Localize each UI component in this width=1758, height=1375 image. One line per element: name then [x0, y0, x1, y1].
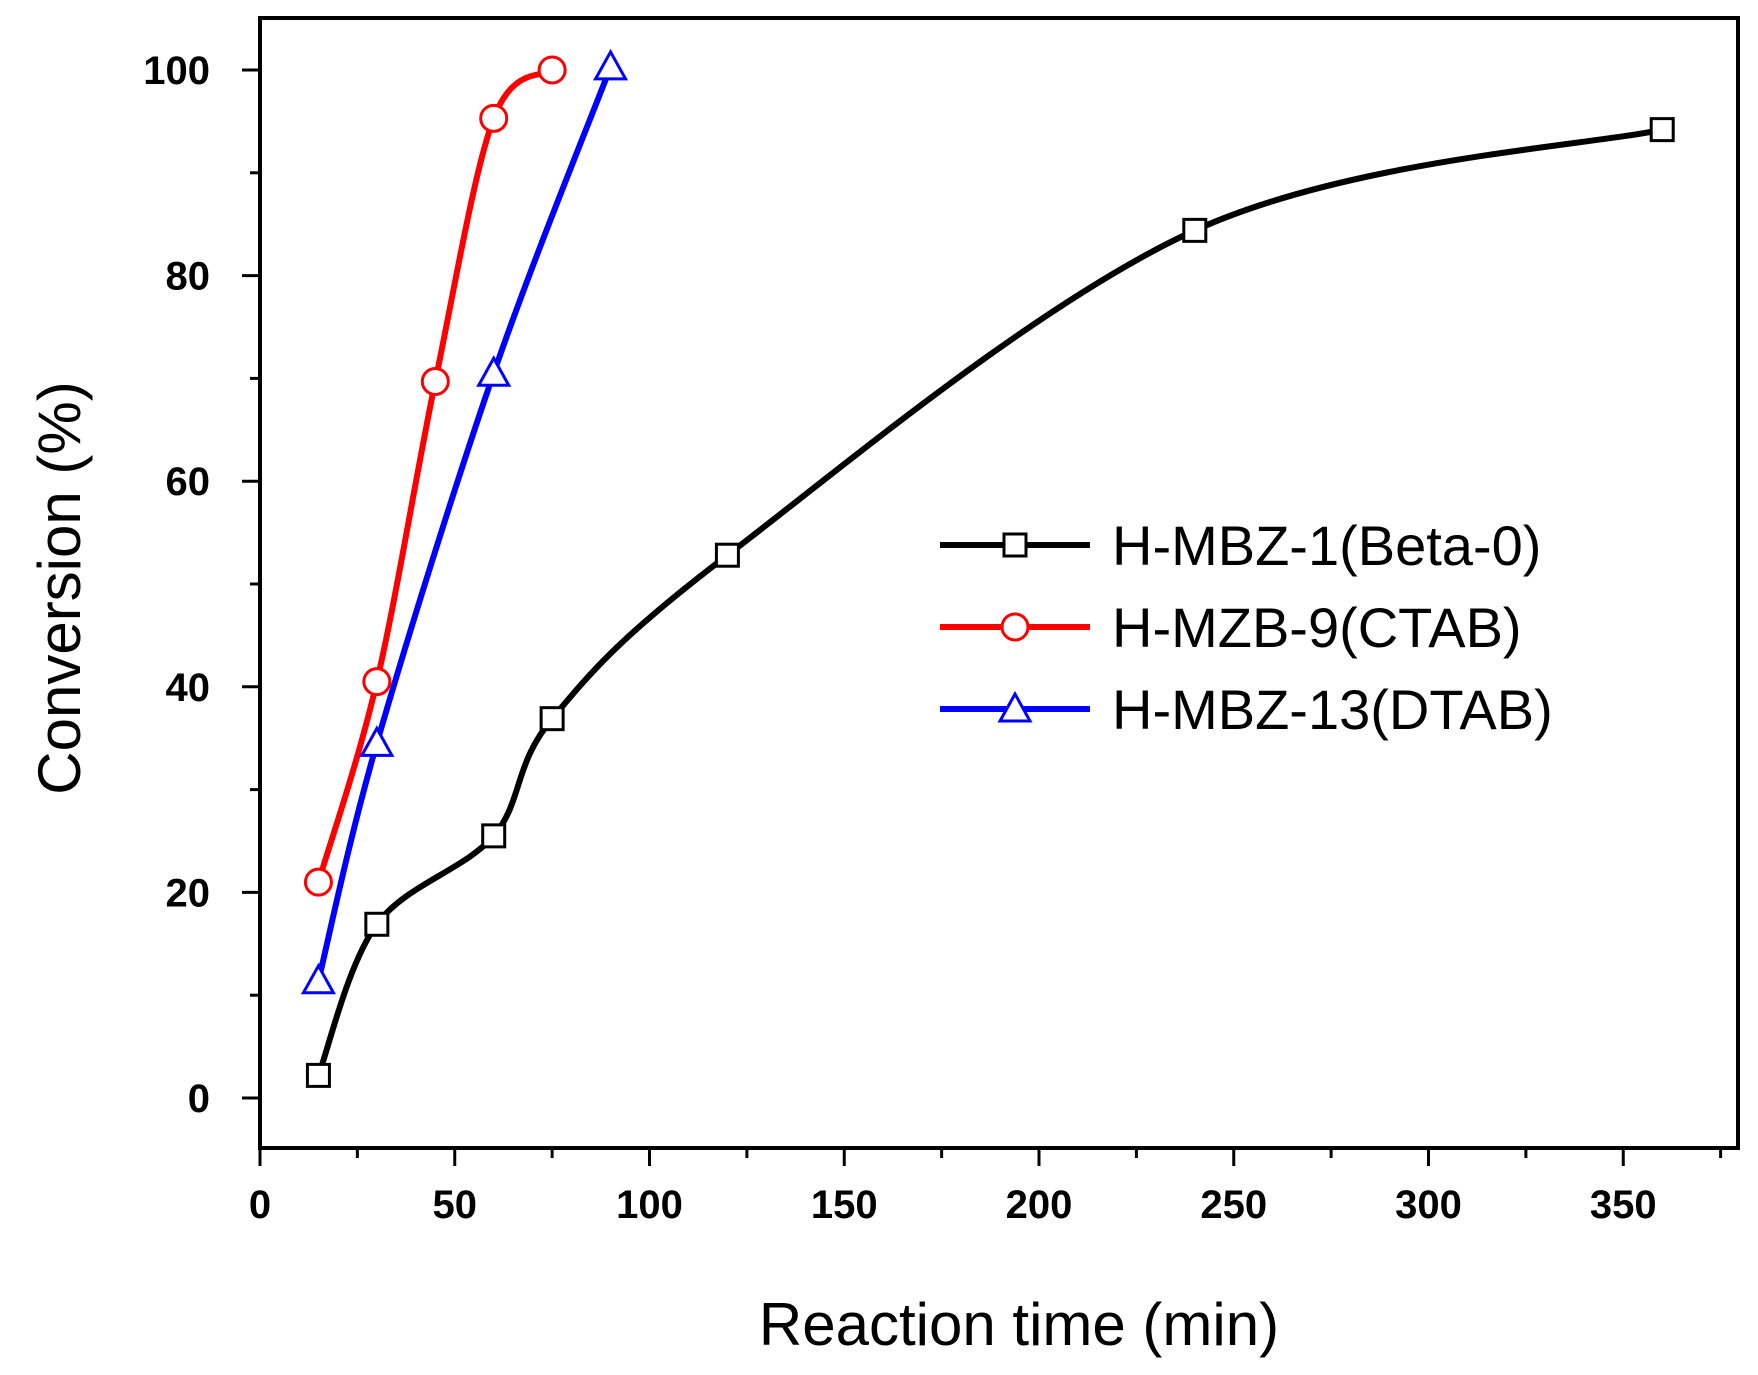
legend: H-MBZ-1(Beta-0) H-MZB-9(CTAB) H-MBZ-13(DTA…	[940, 514, 1553, 741]
x-tick-label: 200	[1006, 1183, 1073, 1227]
x-axis-title: Reaction time (min)	[759, 1291, 1279, 1358]
y-tick-label: 60	[166, 460, 211, 504]
x-axis-ticks: 0 50 100 150 200 250 300 350	[249, 1148, 1723, 1227]
legend-marker	[1002, 532, 1028, 558]
y-tick-label: 0	[188, 1077, 210, 1121]
data-point-series-2	[303, 867, 333, 897]
data-point-series-2	[420, 366, 450, 396]
data-point-series-2	[537, 55, 567, 85]
series-line-1	[315, 126, 1666, 1079]
data-point-series-3	[300, 962, 336, 995]
legend-marker	[997, 690, 1033, 723]
data-point-series-1	[1649, 117, 1675, 143]
data-point-series-1	[1182, 217, 1208, 243]
legend-label: H-MBZ-1(Beta-0)	[1112, 514, 1541, 577]
data-point-series-1	[539, 706, 565, 732]
legend-label: H-MZB-9(CTAB)	[1112, 596, 1522, 659]
y-axis-title: Conversion (%)	[26, 381, 93, 794]
x-tick-label: 50	[433, 1183, 478, 1227]
x-tick-label: 300	[1395, 1183, 1462, 1227]
legend-marker	[1000, 612, 1030, 642]
data-point-series-1	[481, 823, 507, 849]
x-tick-label: 150	[811, 1183, 878, 1227]
y-axis-ticks: 0 20 40 60 80 100	[143, 49, 260, 1121]
x-tick-label: 350	[1590, 1183, 1657, 1227]
x-tick-label: 250	[1200, 1183, 1267, 1227]
data-point-series-1	[364, 911, 390, 937]
x-tick-label: 0	[249, 1183, 271, 1227]
series-markers	[300, 48, 1675, 1088]
data-point-series-1	[714, 542, 740, 568]
data-point-series-3	[593, 48, 629, 81]
data-point-series-3	[476, 355, 512, 387]
y-tick-label: 20	[166, 871, 211, 915]
data-point-series-3	[359, 725, 395, 757]
y-tick-label: 80	[166, 255, 211, 299]
legend-label: H-MBZ-13(DTAB)	[1112, 678, 1553, 741]
y-tick-label: 100	[143, 49, 210, 93]
data-point-series-1	[305, 1062, 331, 1088]
x-tick-label: 100	[616, 1183, 683, 1227]
series-line-3	[315, 63, 614, 984]
data-point-series-2	[479, 103, 509, 133]
data-point-series-2	[362, 667, 392, 697]
y-tick-label: 40	[166, 666, 211, 710]
